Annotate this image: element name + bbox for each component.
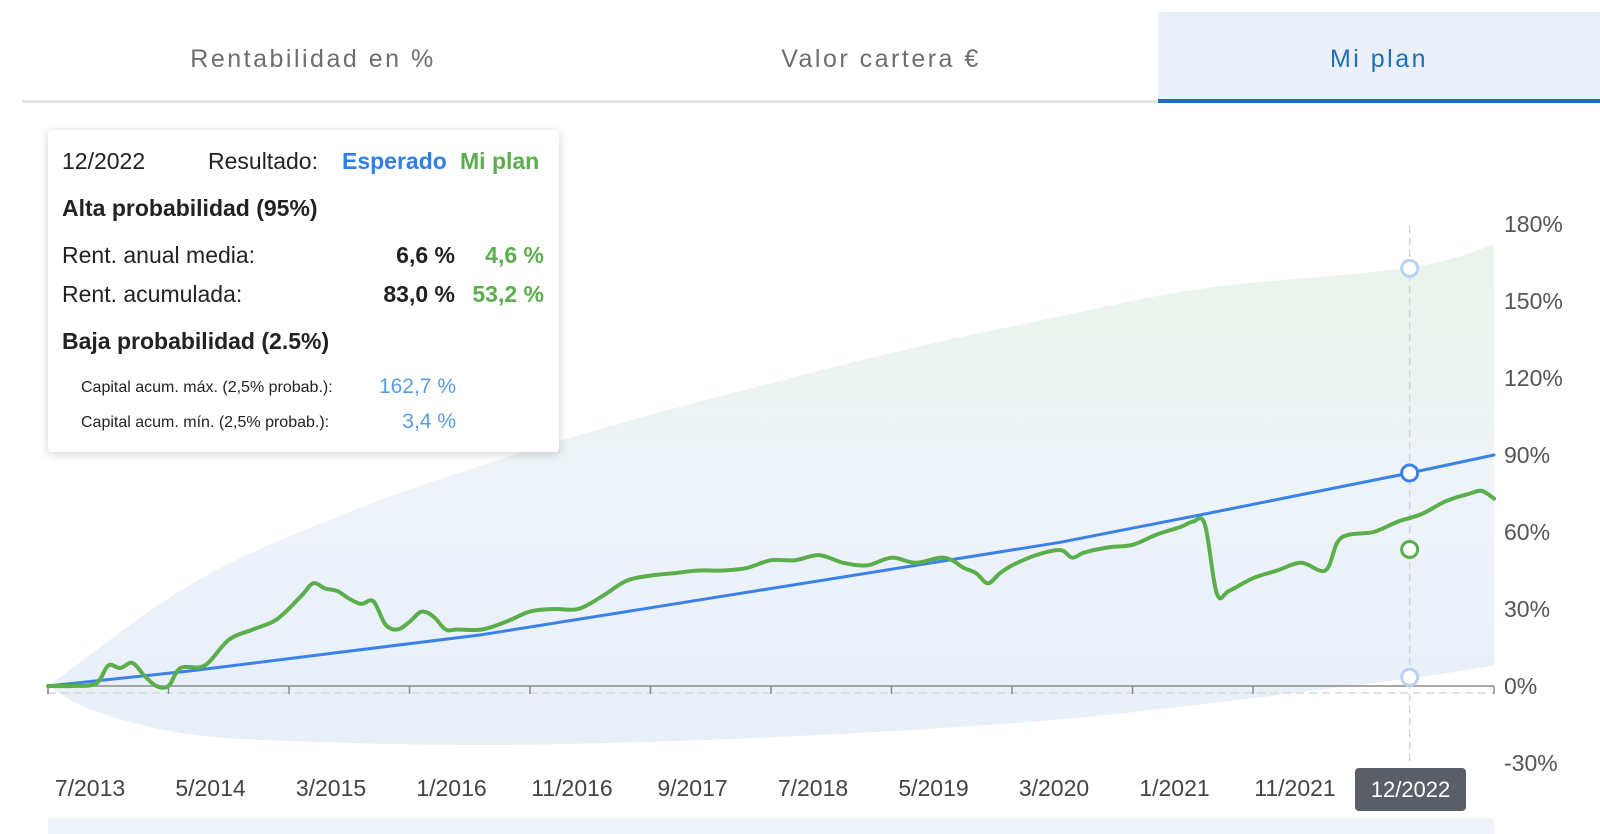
tooltip-miplan-label: Mi plan (460, 148, 540, 174)
marker-cap-max (1400, 258, 1420, 278)
y-tick-label: 120% (1504, 365, 1563, 391)
tab-valor-cartera[interactable]: Valor cartera € (604, 12, 1158, 103)
y-tick-label: 90% (1504, 442, 1550, 468)
x-tick-label: 11/2016 (531, 775, 612, 801)
range-slider-track[interactable] (48, 818, 1494, 834)
tooltip-cap-max-label: Capital acum. máx. (2,5% probab.): (81, 379, 333, 396)
x-tick-label: 1/2021 (1139, 775, 1209, 801)
x-tick-label: 11/2021 (1254, 775, 1335, 801)
y-tick-label: 60% (1504, 519, 1550, 545)
tooltip-date: 12/2022 (62, 148, 146, 174)
tooltip-low-title: Baja probabilidad (2.5%) (62, 328, 330, 354)
tooltip-high-title: Alta probabilidad (95%) (62, 195, 318, 221)
active-tab-indicator (1158, 99, 1600, 103)
hover-x-label: 12/2022 (1355, 768, 1466, 811)
tooltip-rent-acum-esperado: 83,0 % (383, 281, 455, 307)
miplan-line (46, 488, 1496, 690)
marker-esperado (1400, 463, 1420, 483)
y-tick-label: 0% (1504, 673, 1537, 699)
tooltip-cap-min-value: 3,4 % (402, 410, 456, 433)
esperado-line (46, 453, 1496, 688)
x-tick-label: 7/2018 (778, 775, 848, 801)
x-tick-label: 5/2019 (898, 775, 968, 801)
tab-rentabilidad[interactable]: Rentabilidad en % (22, 12, 604, 103)
tooltip-rent-anual-label: Rent. anual media: (62, 242, 256, 268)
x-tick-label: 5/2014 (175, 775, 246, 801)
tab-label: Valor cartera € (781, 45, 981, 73)
tooltip-result-label: Resultado: (208, 148, 318, 174)
y-tick-label: 150% (1504, 288, 1563, 314)
tab-bar: Rentabilidad en % Valor cartera € Mi pla… (22, 12, 1600, 105)
y-tick-label: 30% (1504, 596, 1550, 622)
x-tick-label: 3/2015 (296, 775, 366, 801)
x-tick-label: 1/2016 (416, 775, 486, 801)
y-tick-label: 180% (1504, 211, 1563, 237)
y-tick-label: -30% (1504, 750, 1558, 776)
x-tick-label: 7/2013 (55, 775, 125, 801)
x-tick-label: 3/2020 (1019, 775, 1089, 801)
tooltip-cap-max-value: 162,7 % (378, 375, 456, 398)
tooltip-rent-acum-miplan: 53,2 % (472, 281, 544, 307)
x-tick-label: 9/2017 (657, 775, 727, 801)
tooltip-esperado-label: Esperado (342, 148, 447, 174)
tab-underline (22, 100, 1600, 103)
marker-cap-min (1400, 667, 1420, 687)
tooltip-rent-acum-label: Rent. acumulada: (62, 281, 243, 307)
tab-label: Mi plan (1329, 45, 1429, 73)
tooltip-rent-anual-esperado: 6,6 % (396, 242, 455, 268)
tooltip-rent-anual-miplan: 4,6 % (485, 242, 544, 268)
tooltip-cap-min-label: Capital acum. mín. (2,5% probab.): (81, 414, 330, 431)
tab-label: Rentabilidad en % (190, 45, 436, 73)
tab-mi-plan[interactable]: Mi plan (1158, 12, 1600, 103)
chart-tooltip: 12/2022 Resultado: Esperado Mi plan Alta… (48, 130, 559, 452)
marker-miplan (1400, 539, 1420, 559)
